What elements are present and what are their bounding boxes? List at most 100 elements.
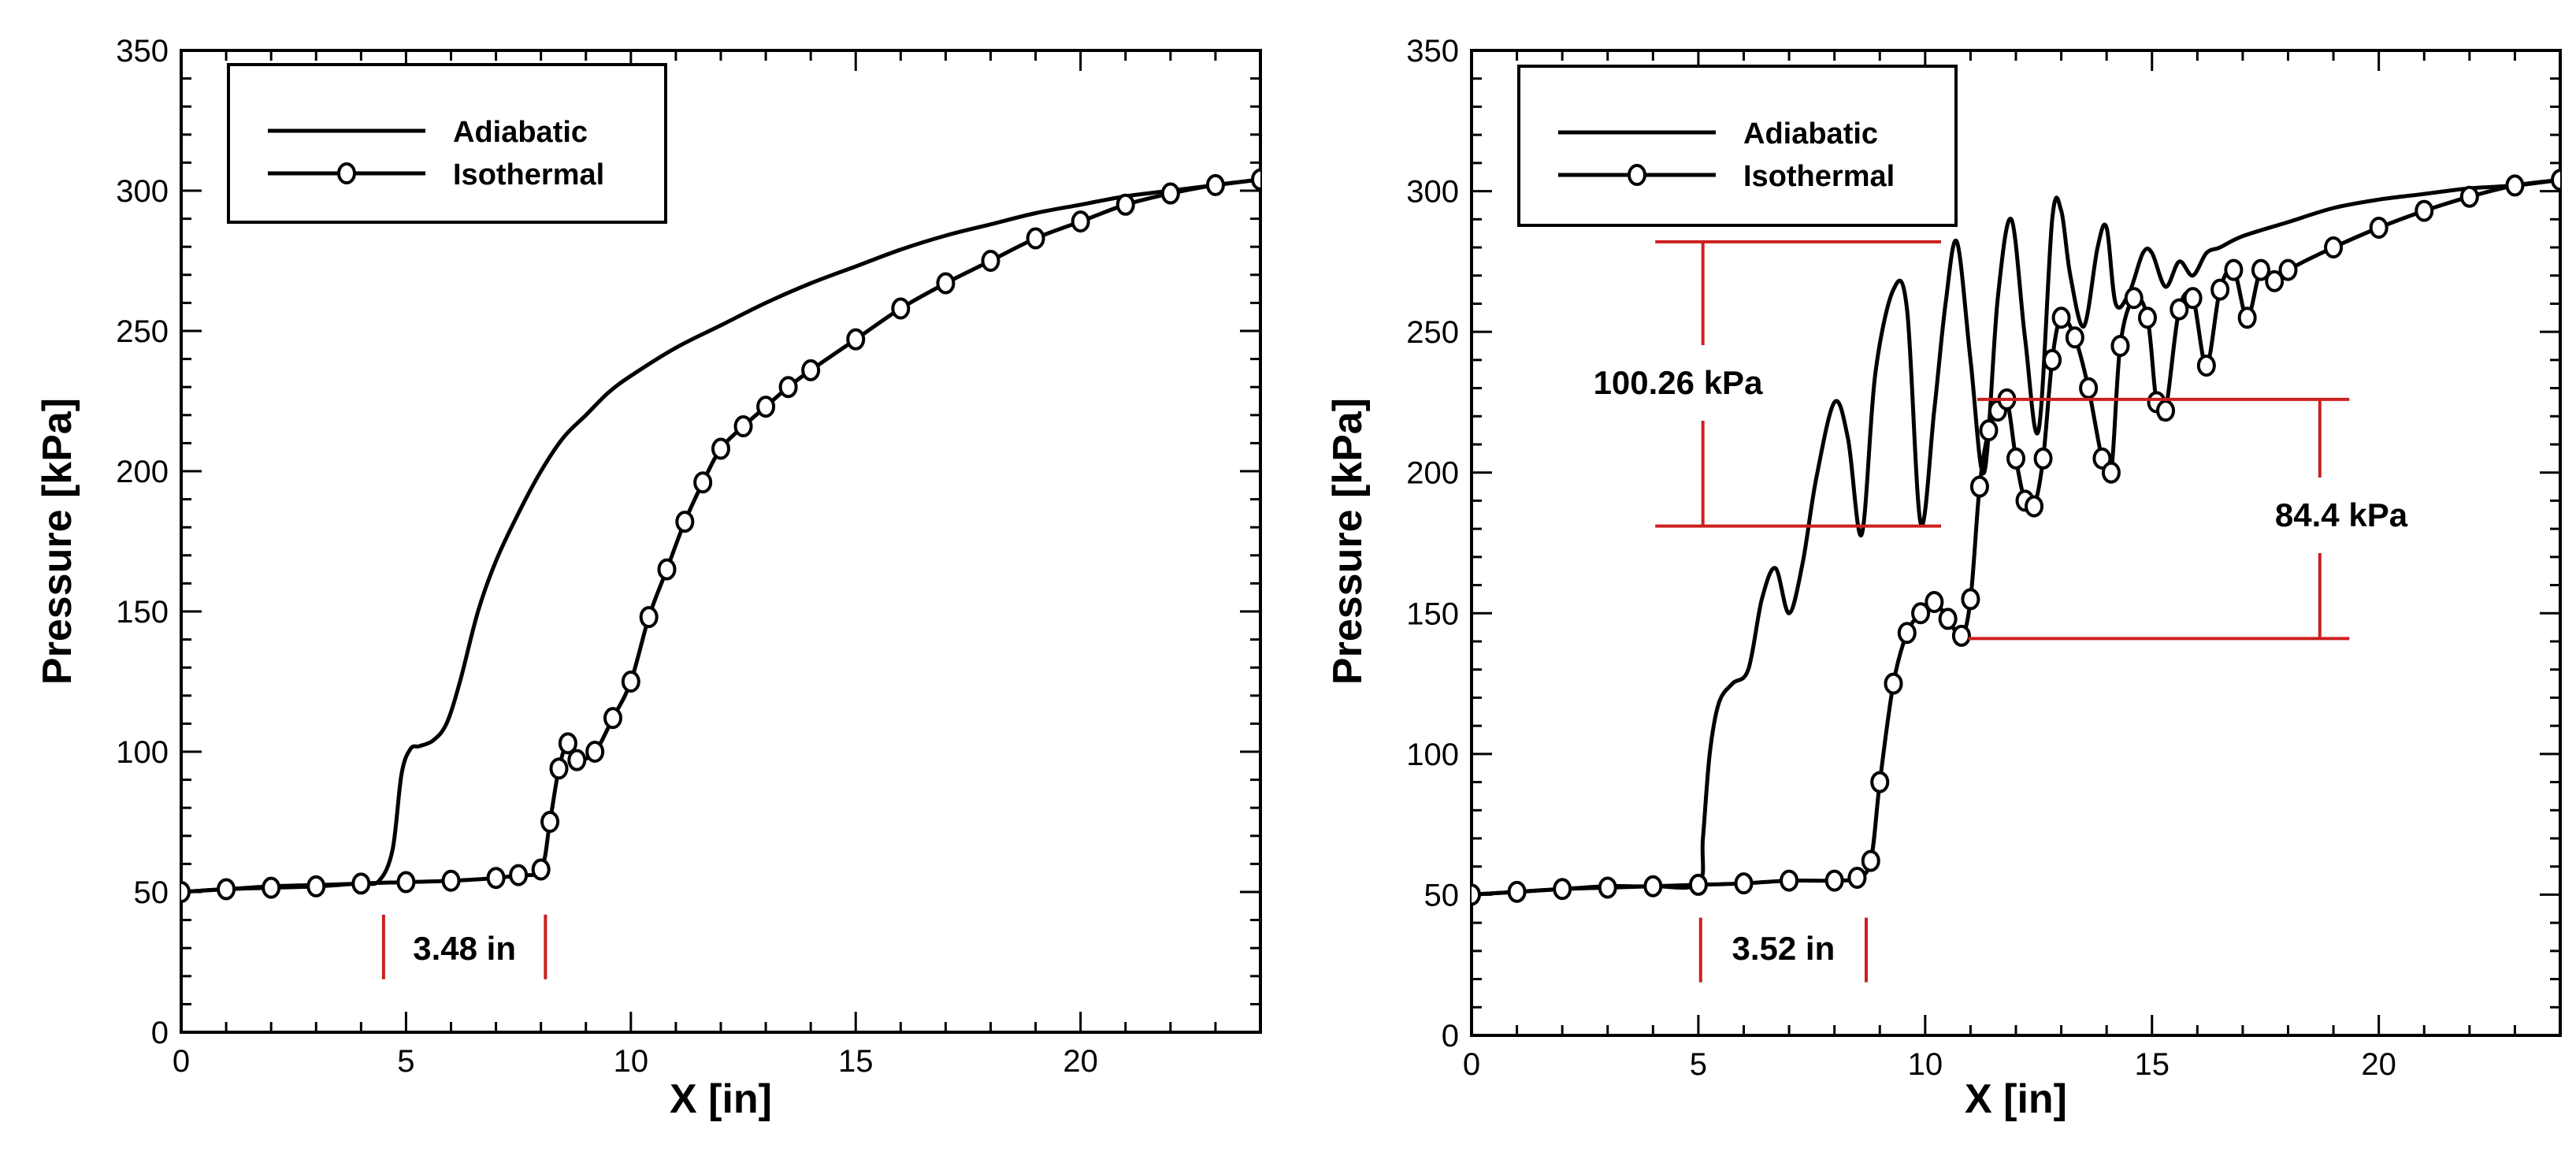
data-point-isothermal xyxy=(2505,174,2525,197)
legend-box xyxy=(227,63,667,224)
data-point-isothermal xyxy=(693,471,713,494)
data-point-isothermal xyxy=(2101,461,2121,484)
annotation-label: 100.26 kPa xyxy=(1594,364,1764,401)
data-point-isothermal xyxy=(509,864,529,886)
data-point-isothermal xyxy=(2224,258,2244,281)
data-point-isothermal xyxy=(1598,876,1617,899)
data-point-isothermal xyxy=(1688,873,1708,896)
data-point-isothermal xyxy=(441,869,461,892)
data-point-isothermal xyxy=(621,671,640,693)
legend-marker-isothermal xyxy=(337,162,356,184)
data-point-isothermal xyxy=(1925,591,1944,613)
data-point-isothermal xyxy=(891,297,911,320)
data-point-isothermal xyxy=(2183,287,2203,310)
data-point-isothermal xyxy=(1734,872,1754,895)
data-point-isothermal xyxy=(2551,169,2560,191)
y-tick-label: 200 xyxy=(116,455,169,489)
annotation-label: 84.4 kPa xyxy=(2275,496,2408,533)
data-point-isothermal xyxy=(1205,173,1225,196)
data-point-isothermal xyxy=(567,749,587,771)
data-point-isothermal xyxy=(585,741,605,763)
data-point-isothermal xyxy=(1961,588,1980,611)
data-point-isothermal xyxy=(2137,307,2157,329)
y-tick-label: 100 xyxy=(1406,738,1459,772)
data-point-isothermal xyxy=(262,876,281,899)
data-point-isothermal xyxy=(486,867,506,890)
data-point-isothermal xyxy=(2033,447,2053,470)
data-point-isothermal xyxy=(2156,399,2176,422)
series-line-adiabatic xyxy=(181,177,1260,894)
data-point-isothermal xyxy=(675,511,695,533)
annotation-label: 3.52 in xyxy=(1732,930,1835,967)
series-line-isothermal xyxy=(181,177,1260,894)
x-axis-title: X [in] xyxy=(1965,1076,2067,1122)
data-point-isothermal xyxy=(2369,217,2389,239)
y-tick-label: 50 xyxy=(1424,878,1460,912)
data-point-isothermal xyxy=(639,606,659,629)
data-point-isothermal xyxy=(2415,199,2434,222)
data-point-isothermal xyxy=(1969,475,1989,498)
data-point-isothermal xyxy=(2124,287,2144,310)
data-point-isothermal xyxy=(2079,377,2099,399)
data-point-isothermal xyxy=(2051,307,2071,329)
y-tick-label: 0 xyxy=(151,1016,169,1050)
data-point-isothermal xyxy=(981,250,1000,272)
data-point-isothermal xyxy=(2065,326,2084,349)
legend-box xyxy=(1517,65,1958,227)
data-point-isothermal xyxy=(1507,880,1527,903)
data-point-isothermal xyxy=(1472,883,1481,906)
data-point-isothermal xyxy=(1643,875,1663,897)
data-point-isothermal xyxy=(936,272,956,295)
data-point-isothermal xyxy=(846,328,866,351)
y-axis-title: Pressure [kPa] xyxy=(1325,398,1371,685)
y-tick-label: 300 xyxy=(116,174,169,209)
x-tick-label: 0 xyxy=(173,1044,190,1079)
y-tick-label: 200 xyxy=(1406,456,1459,491)
data-point-isothermal xyxy=(1824,869,1844,892)
data-point-isothermal xyxy=(1938,608,1958,630)
y-tick-label: 0 xyxy=(1442,1019,1459,1054)
y-tick-label: 150 xyxy=(1406,596,1459,631)
series-line-adiabatic xyxy=(1472,177,2560,897)
data-point-isothermal xyxy=(711,437,730,460)
legend-marker-isothermal xyxy=(1628,164,1646,186)
data-point-isothermal xyxy=(2251,258,2270,281)
x-tick-label: 10 xyxy=(1908,1047,1943,1082)
data-point-isothermal xyxy=(801,359,821,381)
y-tick-label: 350 xyxy=(116,34,169,69)
x-tick-label: 0 xyxy=(1463,1047,1480,1082)
x-tick-label: 10 xyxy=(614,1044,649,1079)
data-point-isothermal xyxy=(603,707,622,730)
data-point-isothermal xyxy=(351,872,371,895)
data-point-isothermal xyxy=(1780,869,1799,892)
data-point-isothermal xyxy=(306,875,326,897)
legend: Adiabatic Isothermal xyxy=(227,63,667,224)
y-tick-label: 350 xyxy=(1406,34,1459,69)
y-tick-label: 150 xyxy=(116,595,169,630)
x-tick-label: 20 xyxy=(1063,1044,1098,1079)
y-tick-label: 50 xyxy=(134,875,169,910)
data-point-isothermal xyxy=(2196,355,2216,377)
data-point-isothermal xyxy=(1071,210,1090,233)
data-point-isothermal xyxy=(1251,168,1260,191)
x-tick-label: 5 xyxy=(1690,1047,1707,1082)
data-point-isothermal xyxy=(2210,278,2230,301)
x-axis-title: X [in] xyxy=(670,1076,772,1122)
data-point-isothermal xyxy=(1979,419,1999,442)
legend: Adiabatic Isothermal xyxy=(1517,65,1958,227)
data-point-isothermal xyxy=(1553,878,1572,901)
data-point-isothermal xyxy=(1911,602,1931,625)
legend-label-isothermal: Isothermal xyxy=(1743,160,1895,193)
x-tick-label: 15 xyxy=(2135,1047,2170,1082)
legend-label-isothermal: Isothermal xyxy=(453,158,604,191)
y-tick-label: 300 xyxy=(1406,175,1459,210)
data-point-isothermal xyxy=(217,878,236,901)
x-tick-label: 15 xyxy=(838,1044,874,1079)
data-point-isothermal xyxy=(1897,622,1917,645)
data-point-isothermal xyxy=(1026,227,1045,250)
data-point-isothermal xyxy=(657,558,677,581)
data-point-isothermal xyxy=(1884,672,1903,695)
